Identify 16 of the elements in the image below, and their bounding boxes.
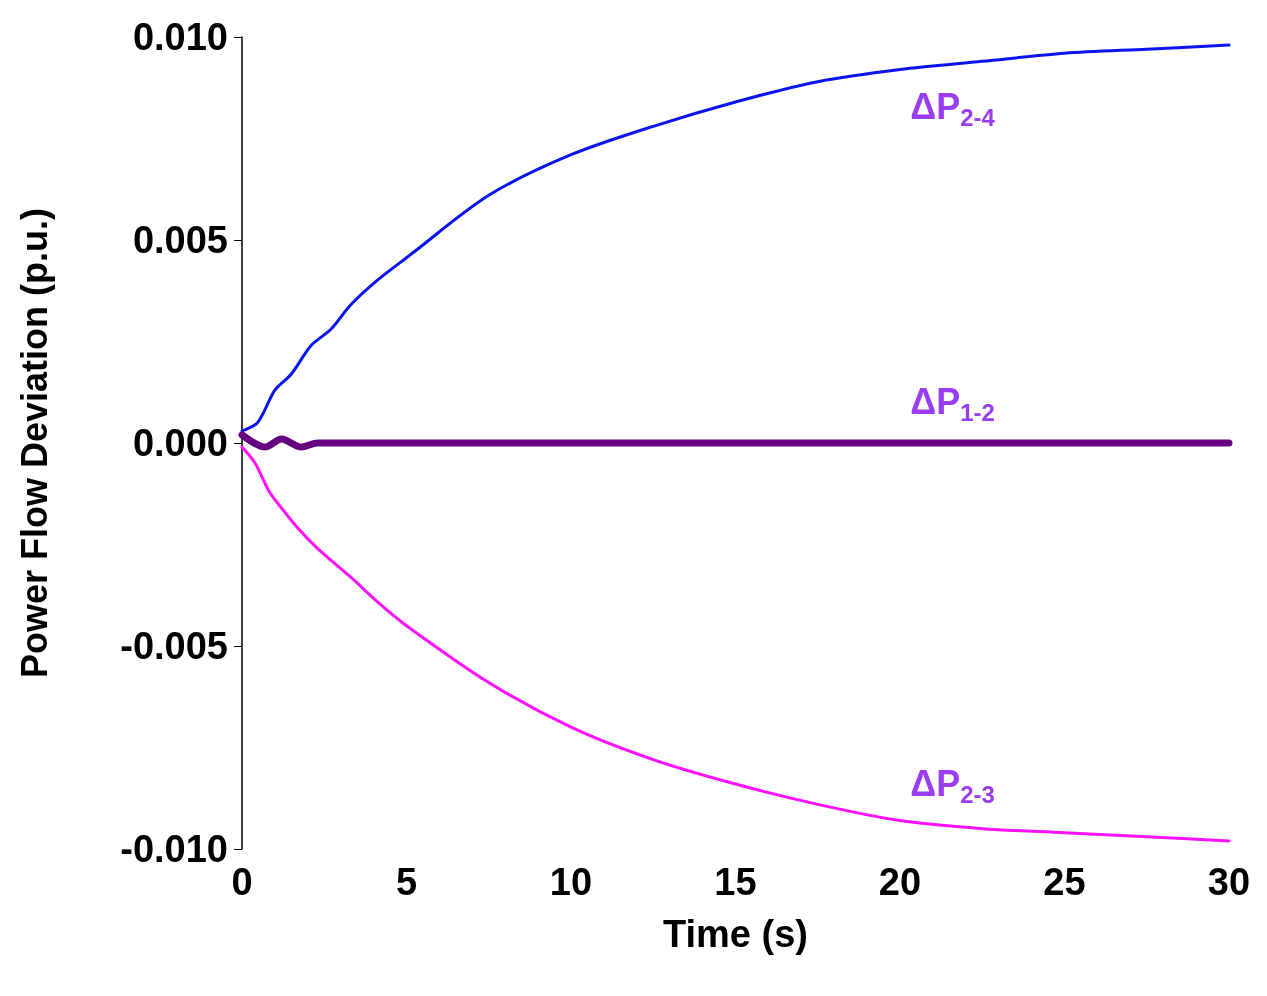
line-series <box>240 445 1231 843</box>
y-axis-title: Power Flow Deviation (p.u.) <box>13 207 55 679</box>
y-tick-label: -0.010 <box>120 828 228 870</box>
x-tick-label: 20 <box>878 861 922 903</box>
x-axis-title: Time (s) <box>662 913 809 955</box>
y-tick-label: 0.010 <box>132 16 228 58</box>
x-tick-label: 15 <box>714 861 757 903</box>
x-tick-label: 0 <box>231 861 253 903</box>
y-tick-label: 0.000 <box>132 422 228 464</box>
x-tick-label: 25 <box>1043 861 1086 903</box>
y-tick-label: 0.005 <box>132 219 228 261</box>
x-tick-label: 10 <box>549 861 593 903</box>
x-tick-label: 30 <box>1207 861 1251 903</box>
line-series <box>240 43 1231 433</box>
x-tick-label: 5 <box>395 861 418 903</box>
y-tick-label: -0.005 <box>120 625 228 667</box>
